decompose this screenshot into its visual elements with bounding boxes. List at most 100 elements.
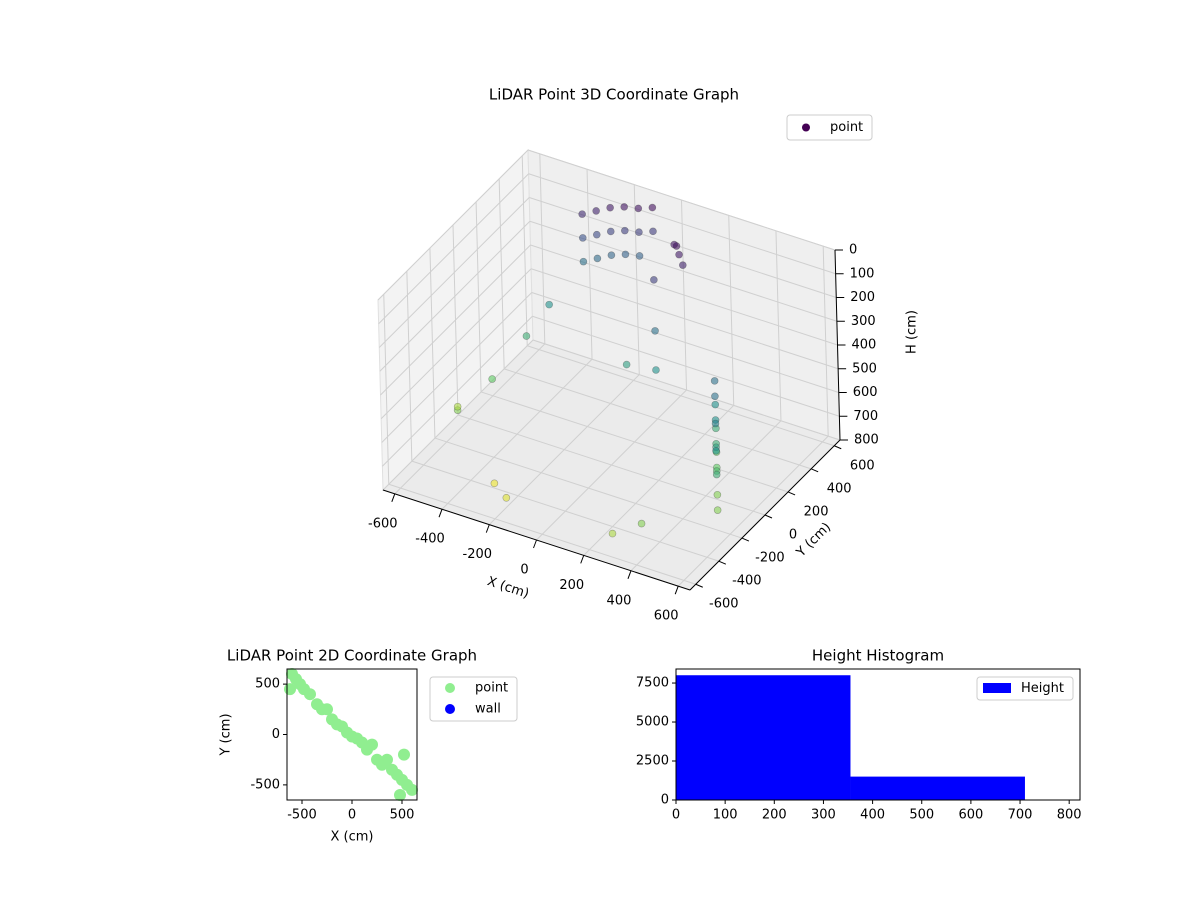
z-tick-label: 400	[852, 338, 877, 353]
data-point	[592, 207, 600, 215]
grid-line	[380, 268, 839, 420]
data-point	[366, 738, 378, 751]
data-point	[710, 377, 719, 385]
data-point	[592, 230, 601, 239]
tick-mark	[834, 445, 842, 450]
x-tick-label: -500	[287, 808, 317, 823]
z-axis-label: H (cm)	[905, 310, 920, 354]
z-tick-label: 0	[849, 243, 857, 258]
data-point	[406, 783, 418, 796]
z-tick-label: 800	[854, 433, 879, 448]
legend-marker	[802, 123, 810, 132]
x-tick-label: 500	[909, 808, 934, 823]
histogram-bar	[676, 675, 851, 800]
data-point	[620, 203, 628, 211]
data-point	[713, 490, 722, 499]
data-point	[651, 327, 659, 335]
x-tick-label: 700	[1008, 808, 1033, 823]
y-tick-label: -500	[250, 777, 280, 792]
axes-frame	[675, 668, 1081, 801]
x-tick-label: 400	[860, 808, 885, 823]
x-tick-label: 0	[672, 808, 680, 823]
z-tick-label: 100	[850, 266, 875, 281]
legend-label: Height	[1021, 681, 1064, 696]
tick-mark	[810, 468, 819, 473]
z-tick-label: 700	[853, 409, 878, 424]
y-tick-label: 0	[789, 528, 797, 543]
chart-title: Height Histogram	[812, 647, 944, 665]
legend-marker	[983, 683, 1011, 693]
data-point	[650, 276, 658, 284]
data-point	[621, 226, 629, 235]
legend-label: point	[830, 120, 863, 135]
data-point	[593, 254, 602, 263]
x-tick-label: 300	[811, 808, 836, 823]
tick-mark	[391, 493, 396, 503]
y-tick-label: 5000	[636, 715, 669, 730]
y-tick-label: 7500	[636, 676, 669, 691]
data-point	[606, 203, 614, 212]
x-tick-label: 0	[520, 563, 528, 578]
data-point	[637, 519, 646, 528]
legend-label: wall	[475, 702, 501, 717]
z-tick-label: 500	[852, 361, 877, 376]
grid-line	[378, 173, 836, 325]
y-tick-label: -400	[732, 574, 762, 589]
legend-box	[976, 676, 1074, 701]
x-tick-label: 600	[958, 808, 983, 823]
y-tick-label: 400	[827, 481, 852, 496]
x-tick-label: 100	[713, 808, 738, 823]
z-tick-label: 300	[851, 314, 876, 329]
axis-line	[382, 249, 841, 591]
data-point	[488, 375, 496, 383]
data-point	[621, 250, 630, 259]
legend-marker	[445, 683, 455, 693]
data-point	[502, 494, 511, 502]
data-point	[579, 257, 588, 266]
x-tick-label: 800	[1057, 808, 1082, 823]
z-tick-label: 200	[850, 290, 875, 305]
tick-mark	[627, 570, 632, 579]
data-point	[607, 251, 616, 260]
x-tick-label: 200	[559, 578, 584, 593]
y-tick-label: 2500	[636, 754, 669, 769]
data-point	[398, 748, 410, 761]
tick-mark	[787, 491, 796, 496]
z-tick-label: 600	[853, 385, 878, 400]
legend-label: point	[475, 681, 508, 696]
x-tick-label: 0	[348, 808, 356, 823]
data-point	[670, 240, 678, 249]
chart-title: LiDAR Point 2D Coordinate Graph	[227, 647, 477, 665]
grid-line	[381, 292, 839, 443]
data-point	[490, 479, 499, 488]
x-tick-label: -600	[368, 516, 398, 531]
x-tick-label: 600	[654, 609, 679, 624]
x-axis-label: X (cm)	[331, 830, 374, 845]
data-point	[712, 446, 720, 455]
data-point	[622, 360, 631, 369]
data-point	[711, 419, 720, 428]
grid-line	[382, 315, 840, 467]
data-point	[713, 506, 722, 514]
data-point	[679, 261, 687, 269]
tick-mark	[695, 583, 703, 588]
y-tick-label: 0	[661, 793, 669, 808]
data-point	[578, 210, 586, 218]
data-point	[712, 470, 721, 479]
tick-mark	[674, 585, 679, 595]
y-tick-label: 200	[804, 504, 829, 519]
y-axis-label: Y (cm)	[793, 520, 834, 561]
x-tick-label: 200	[762, 808, 787, 823]
data-point	[675, 250, 683, 259]
data-point	[321, 703, 333, 716]
y-tick-label: 600	[850, 458, 875, 473]
legend-box	[786, 114, 873, 141]
y-tick-label: -200	[755, 551, 785, 566]
tick-mark	[533, 539, 537, 549]
tick-mark	[764, 514, 773, 519]
x-tick-label: -400	[415, 532, 445, 547]
y-tick-label: 0	[272, 727, 280, 742]
data-point	[648, 203, 657, 212]
